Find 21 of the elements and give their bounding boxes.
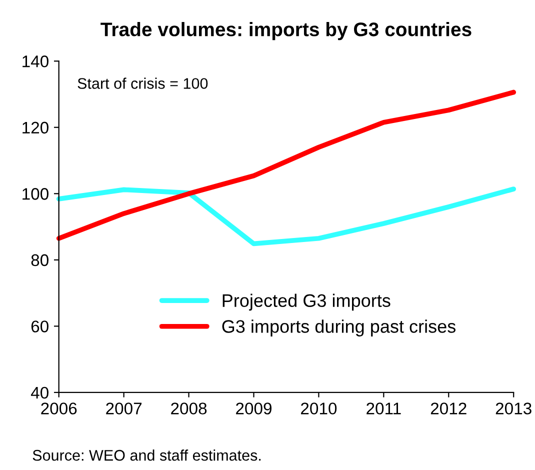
- legend-label: G3 imports during past crises: [222, 320, 456, 336]
- x-tick-label: 2013: [496, 402, 532, 414]
- annotation: Start of crisis = 100: [78, 78, 208, 89]
- y-tick-label: 60: [31, 320, 48, 332]
- x-tick-label: 2009: [236, 402, 272, 414]
- line-series: [56, 186, 516, 246]
- x-tick-label: 2007: [106, 402, 142, 414]
- y-tick-label: 120: [22, 122, 48, 134]
- x-tick-label: 2006: [41, 402, 77, 414]
- x-tick-label: 2012: [430, 402, 466, 414]
- y-tick-label: 100: [22, 188, 48, 200]
- source-note: Source: WEO and staff estimates.: [32, 450, 261, 461]
- y-tick-label: 80: [31, 254, 48, 266]
- line-series: [56, 90, 516, 241]
- chart-title: Trade volumes: imports by G3 countries: [100, 22, 472, 40]
- legend-label: Projected G3 imports: [222, 294, 390, 311]
- y-tick-label: 40: [30, 386, 48, 399]
- x-tick-label: 2011: [366, 402, 401, 414]
- x-tick-label: 2008: [171, 402, 207, 414]
- x-tick-label: 2010: [301, 402, 337, 414]
- y-tick-label: 140: [22, 56, 48, 68]
